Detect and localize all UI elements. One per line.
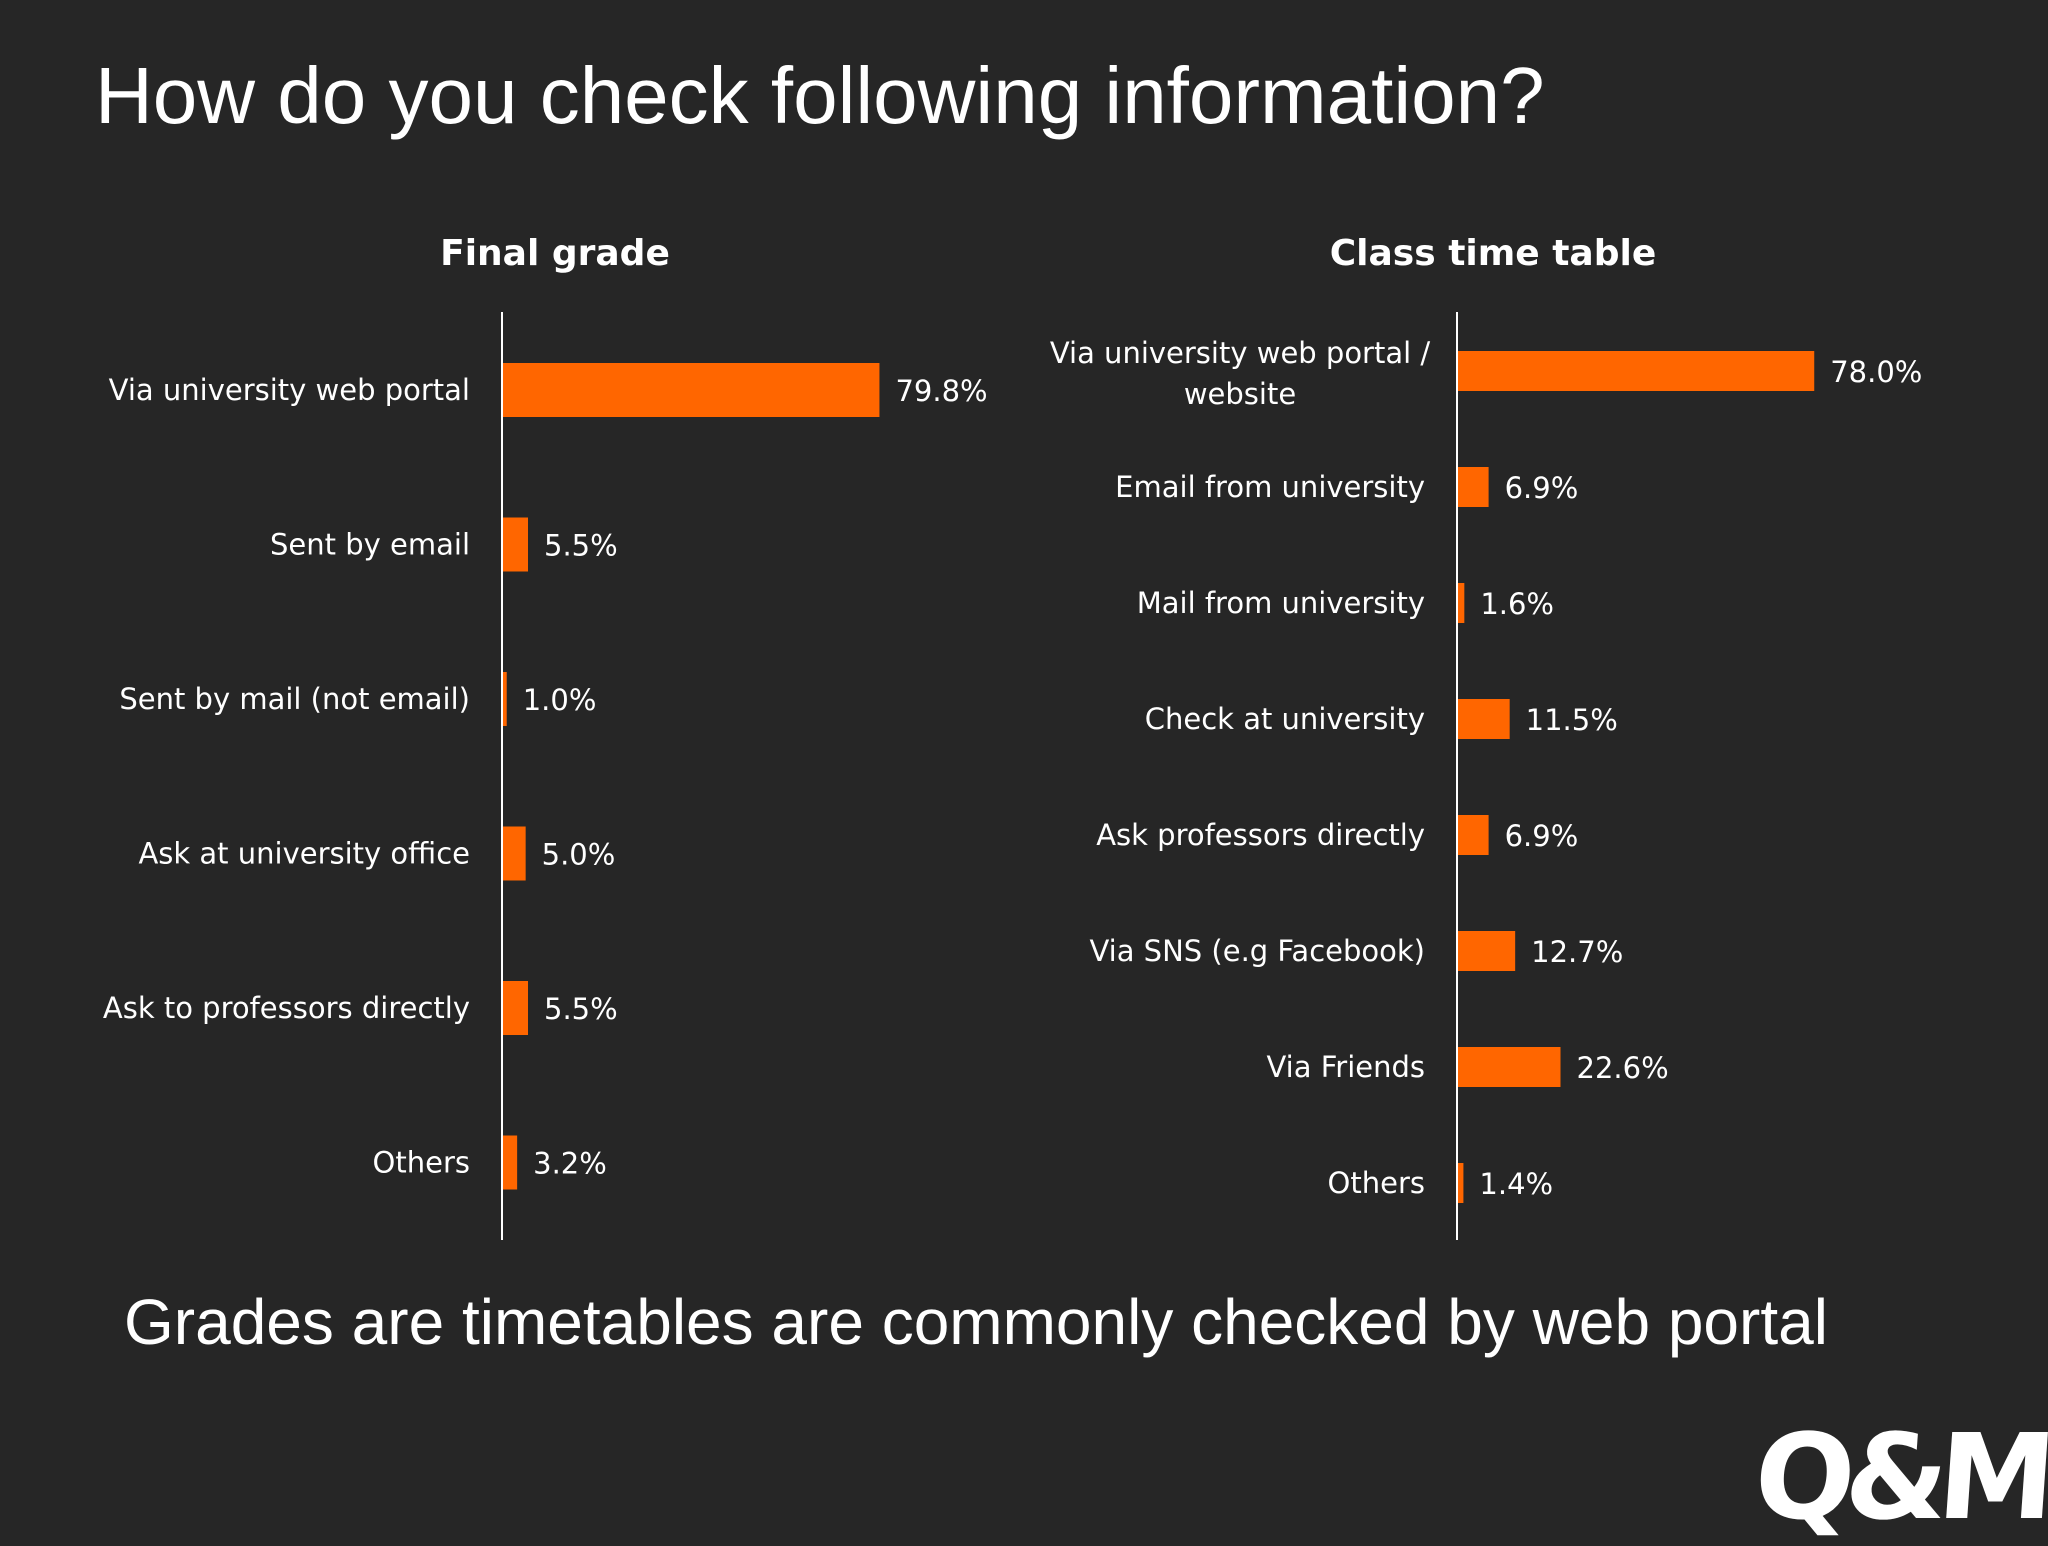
chart2-category-label: Via university web portal / website bbox=[1050, 336, 1431, 411]
chart2-bar bbox=[1457, 1047, 1561, 1087]
chart1-value-label: 79.8% bbox=[895, 374, 987, 408]
chart1-bar bbox=[502, 672, 507, 726]
chart1-category-label: Sent by mail (not email) bbox=[119, 682, 470, 716]
chart1-bar bbox=[502, 1135, 518, 1190]
chart2-bar bbox=[1457, 467, 1489, 507]
chart2-bar bbox=[1457, 351, 1815, 391]
chart2-category-label: Email from university bbox=[1115, 470, 1425, 504]
chart2-bar bbox=[1457, 583, 1465, 623]
chart1-value-label: 3.2% bbox=[533, 1147, 607, 1181]
chart1-value-label: 5.0% bbox=[542, 838, 616, 872]
chart1-category-label: Ask at university office bbox=[138, 837, 470, 871]
chart1-category-label: Ask to professors directly bbox=[103, 991, 470, 1025]
chart2-category-label: Check at university bbox=[1145, 702, 1425, 736]
chart2-category-label: Others bbox=[1328, 1166, 1425, 1200]
chart2-bar bbox=[1457, 815, 1489, 855]
chart2-value-label: 6.9% bbox=[1505, 471, 1579, 505]
chart1-bar bbox=[502, 517, 529, 572]
qme-logo: Q&Me bbox=[1750, 1408, 2048, 1546]
chart2-value-label: 22.6% bbox=[1577, 1051, 1669, 1085]
chart2-value-label: 78.0% bbox=[1830, 355, 1922, 389]
chart1-value-label: 1.0% bbox=[523, 683, 597, 717]
slide-title: How do you check following information? bbox=[95, 51, 1545, 140]
chart1-bar bbox=[502, 981, 529, 1035]
chart2-category-label: Via SNS (e.g Facebook) bbox=[1089, 934, 1425, 968]
key-finding-message: Grades are timetables are commonly check… bbox=[124, 1286, 1828, 1358]
chart2-value-label: 1.4% bbox=[1479, 1167, 1553, 1201]
chart2-bar bbox=[1457, 1163, 1464, 1203]
chart2-category-label: Mail from university bbox=[1137, 586, 1425, 620]
chart2-bar bbox=[1457, 699, 1510, 739]
chart2-category-label: Ask professors directly bbox=[1096, 818, 1425, 852]
chart2-value-label: 1.6% bbox=[1480, 587, 1554, 621]
chart2-value-label: 11.5% bbox=[1526, 703, 1618, 737]
chart1-category-label: Sent by email bbox=[270, 528, 470, 562]
chart2-value-label: 12.7% bbox=[1531, 935, 1623, 969]
chart1-category-label: Via university web portal bbox=[109, 373, 470, 407]
chart2-category-label: Via Friends bbox=[1266, 1050, 1425, 1084]
chart1-bar bbox=[502, 363, 880, 417]
chart2-title: Class time table bbox=[1330, 233, 1656, 274]
chart1-bar bbox=[502, 826, 526, 881]
chart1-title: Final grade bbox=[440, 233, 670, 274]
chart2-bar bbox=[1457, 931, 1516, 971]
chart1-value-label: 5.5% bbox=[544, 992, 618, 1026]
chart1-category-label: Others bbox=[373, 1146, 470, 1180]
chart1-value-label: 5.5% bbox=[544, 529, 618, 563]
chart2-value-label: 6.9% bbox=[1505, 819, 1579, 853]
